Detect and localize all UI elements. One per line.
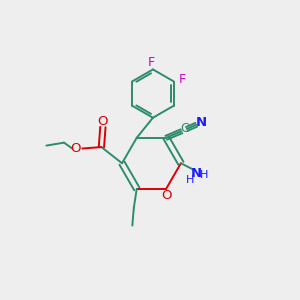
Text: N: N	[195, 116, 206, 129]
Text: H: H	[186, 175, 194, 185]
Text: N: N	[191, 167, 202, 180]
Text: O: O	[70, 142, 81, 155]
Text: O: O	[98, 115, 108, 128]
Text: H: H	[200, 170, 208, 180]
Text: O: O	[161, 189, 172, 202]
Text: F: F	[148, 56, 155, 70]
Text: F: F	[178, 73, 186, 86]
Text: C: C	[181, 122, 189, 135]
